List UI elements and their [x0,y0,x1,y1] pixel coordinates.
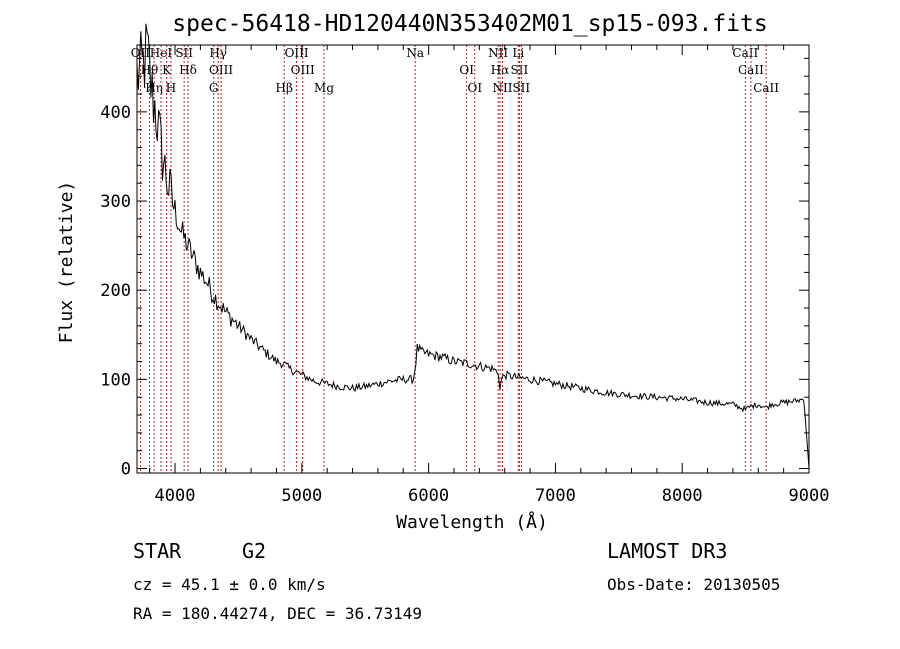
chart-title: spec-56418-HD120440N353402M01_sp15-093.f… [172,11,767,37]
spectral-line-label: Hδ [179,63,197,77]
spectral-line-label: K [162,63,172,77]
spectral-line-label: SII [512,81,530,95]
x-tick-label: 7000 [535,486,576,506]
spectral-line-label: CaII [732,46,758,60]
observation-date: Obs-Date: 20130505 [607,575,780,594]
y-axis: 0 100 200 300 400 [100,57,809,480]
y-tick-label: 0 [121,460,131,480]
spectral-line-label: CaII [738,63,764,77]
spectral-line-label: Mg [314,81,334,95]
spectrum-line [136,23,810,469]
spectral-line-label: Hη [145,81,163,95]
y-tick-label: 400 [100,103,131,123]
x-tick-label: 6000 [408,486,449,506]
x-tick-label: 9000 [789,486,830,506]
spectral-line-label: CaII [753,81,779,95]
spectral-line-label: H [166,81,176,95]
x-axis-label: Wavelength (Å) [396,511,548,533]
x-tick-label: 4000 [155,486,196,506]
spectral-line-label: Hγ [209,46,227,60]
object-subclass: G2 [242,539,266,563]
spectral-line-label: HeI [150,46,173,60]
spectral-line-label: Hβ [276,81,293,95]
spectral-line-markers: OIIHθHηHeIKHSIIHδGHγOIIIHβOIIIOIIIMgNaOI… [131,45,779,473]
spectral-line-label: OIII [285,46,309,60]
object-class: STAR [133,539,182,563]
spectral-line-label: Hα [491,63,510,77]
y-tick-label: 200 [100,281,131,301]
spectral-line-label: Na [406,46,424,60]
y-axis-label: Flux (relative) [56,181,77,344]
spectral-line-label: Hθ [141,63,159,77]
spectral-line-label: Li [512,46,524,60]
x-tick-label: 8000 [662,486,703,506]
spectral-line-label: G [209,81,219,95]
spectral-line-label: OI [467,81,482,95]
x-axis: 4000 5000 6000 7000 8000 9000 [149,45,830,506]
spectral-line-label: NII [493,81,513,95]
spectral-line-label: SII [511,63,529,77]
y-tick-label: 100 [100,370,131,390]
redshift-cz: cz = 45.1 ± 0.0 km/s [133,575,326,594]
spectral-line-label: SII [175,46,193,60]
spectral-line-label: OI [459,63,474,77]
plot-frame [136,44,810,474]
spectral-line-label: NII [488,46,508,60]
y-tick-label: 300 [100,192,131,212]
survey-name: LAMOST DR3 [607,539,727,563]
coordinates: RA = 180.44274, DEC = 36.73149 [133,604,422,623]
x-tick-label: 5000 [281,486,322,506]
spectral-line-label: OIII [209,63,233,77]
spectral-line-label: OIII [291,63,315,77]
